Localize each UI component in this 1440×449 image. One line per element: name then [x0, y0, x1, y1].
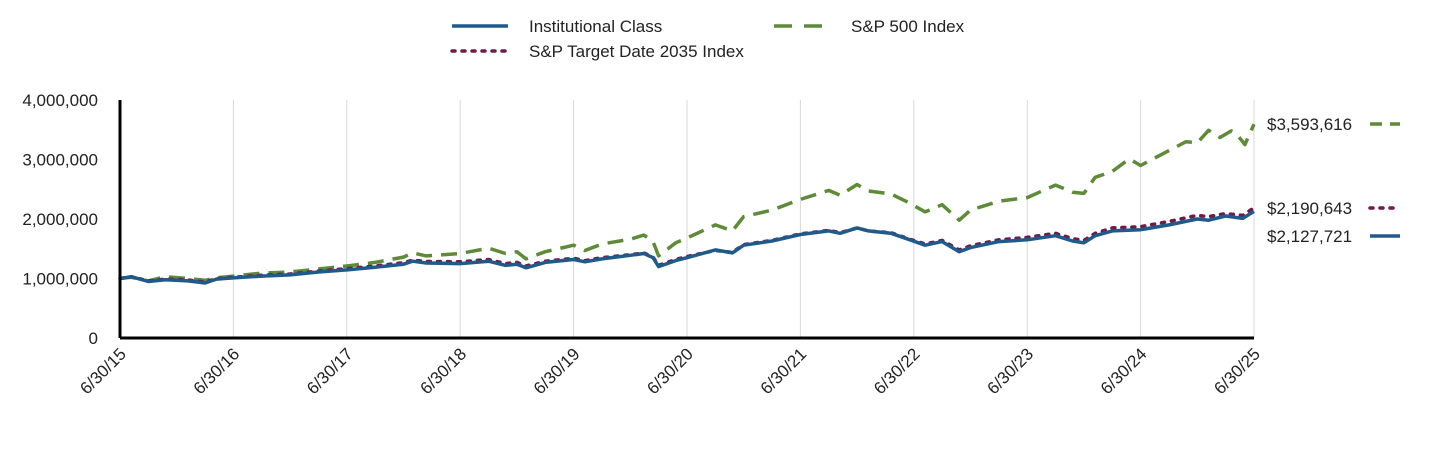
end-value-label-2: $3,593,616	[1267, 115, 1352, 134]
y-tick-label: 1,000,000	[22, 270, 98, 289]
x-tick-label: 6/30/16	[190, 344, 244, 398]
x-tick-label: 6/30/19	[530, 344, 584, 398]
x-tick-label: 6/30/21	[757, 344, 811, 398]
x-tick-label: 6/30/22	[870, 344, 924, 398]
chart-series	[118, 123, 1256, 285]
y-tick-label: 3,000,000	[22, 151, 98, 170]
y-axis-ticks: 0 1,000,000 2,000,000 3,000,000 4,000,000	[22, 91, 98, 348]
x-tick-label: 6/30/15	[76, 344, 130, 398]
x-tick-label: 6/30/23	[984, 344, 1038, 398]
legend-label-2: S&P 500 Index	[851, 17, 965, 36]
legend-label-0: Institutional Class	[529, 17, 662, 36]
x-tick-label: 6/30/17	[303, 344, 357, 398]
chart-axes	[118, 100, 1254, 340]
x-tick-label: 6/30/18	[417, 344, 471, 398]
legend-label-1: S&P Target Date 2035 Index	[529, 42, 744, 61]
end-value-label-1: $2,190,643	[1267, 199, 1352, 218]
y-tick-label: 2,000,000	[22, 210, 98, 229]
series-line-0	[119, 209, 1255, 285]
x-axis-ticks: 6/30/15 6/30/16 6/30/17 6/30/18 6/30/19 6/30/…	[76, 344, 1264, 398]
x-tick-label: 6/30/25	[1210, 344, 1264, 398]
series-end-labels: $3,593,616 $2,190,643 $2,127,721	[1267, 115, 1402, 246]
x-tick-label: 6/30/24	[1097, 344, 1151, 398]
chart-gridlines	[232, 100, 1255, 338]
y-tick-label: 0	[89, 329, 98, 348]
end-value-label-0: $2,127,721	[1267, 227, 1352, 246]
x-tick-label: 6/30/20	[643, 344, 697, 398]
y-tick-label: 4,000,000	[22, 91, 98, 110]
chart-legend: Institutional Class S&P 500 Index S&P Targ…	[450, 17, 965, 61]
series-line-2	[119, 123, 1256, 283]
